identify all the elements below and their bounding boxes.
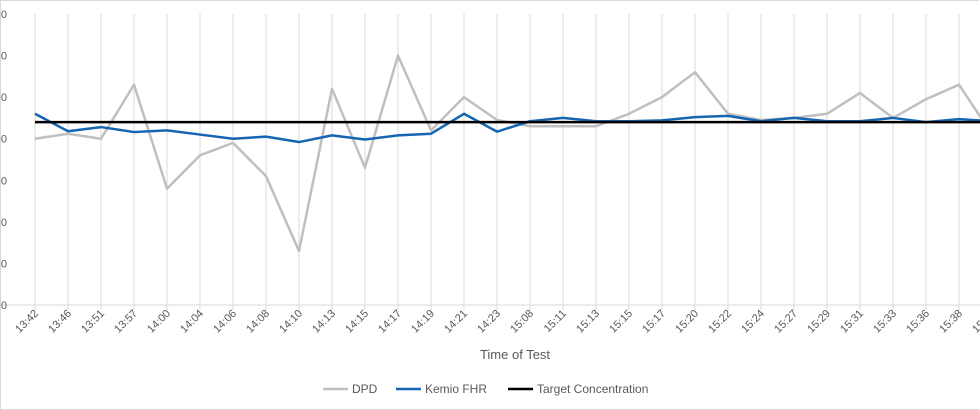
y-tick-label: 4.0 <box>0 134 7 146</box>
x-tick-label: 15:31 <box>838 308 866 336</box>
series-line-dpd <box>34 54 980 253</box>
x-tick-label: 15:24 <box>739 308 767 336</box>
y-tick-label: 2.0 <box>0 217 7 229</box>
x-tick-label: 15:17 <box>640 308 668 336</box>
x-tick-label: 15:38 <box>937 308 965 336</box>
x-tick-label: 15:29 <box>805 308 833 336</box>
x-tick-label: 14:00 <box>145 308 173 336</box>
x-tick-label: 15:36 <box>904 308 932 336</box>
x-tick-label: 15:40 <box>970 308 980 336</box>
y-tick-label: 7.0 <box>0 9 7 21</box>
x-tick-label: 15:33 <box>871 308 899 336</box>
x-tick-label: 14:04 <box>178 308 206 336</box>
x-tick-label: 15:20 <box>673 308 701 336</box>
x-tick-label: 13:42 <box>13 308 41 336</box>
x-tick-label: 13:51 <box>79 308 107 336</box>
legend-label-dpd: DPD <box>352 382 378 396</box>
series-line-kemio-fhr <box>34 112 980 144</box>
x-tick-label: 14:08 <box>244 308 272 336</box>
x-tick-label: 14:23 <box>475 308 503 336</box>
x-tick-label: 14:10 <box>277 308 305 336</box>
x-tick-label: 14:21 <box>442 308 470 336</box>
x-tick-label: 13:46 <box>46 308 74 336</box>
x-tick-label: 14:13 <box>310 308 338 336</box>
x-tick-label: 15:13 <box>574 308 602 336</box>
x-tick-label: 14:19 <box>409 308 437 336</box>
legend-label-target-concentration: Target Concentration <box>537 382 648 396</box>
x-axis-title: Time of Test <box>480 347 550 362</box>
y-tick-label: 5.0 <box>0 92 7 104</box>
y-tick-label: 3.0 <box>0 175 7 187</box>
x-tick-label: 15:11 <box>542 308 569 335</box>
legend-label-kemio-fhr: Kemio FHR <box>425 382 487 396</box>
x-tick-label: 15:22 <box>706 308 734 336</box>
x-tick-label: 15:15 <box>607 308 635 336</box>
x-tick-label: 14:06 <box>211 308 239 336</box>
y-tick-label: 0.0 <box>0 300 7 312</box>
x-tick-label: 15:08 <box>508 308 536 336</box>
x-tick-label: 15:27 <box>772 308 800 336</box>
x-tick-label: 14:15 <box>343 308 371 336</box>
y-tick-label: 1.0 <box>0 258 7 270</box>
y-tick-label: 6.0 <box>0 51 7 63</box>
x-tick-label: 13:57 <box>112 308 140 336</box>
x-tick-label: 14:17 <box>376 308 404 336</box>
